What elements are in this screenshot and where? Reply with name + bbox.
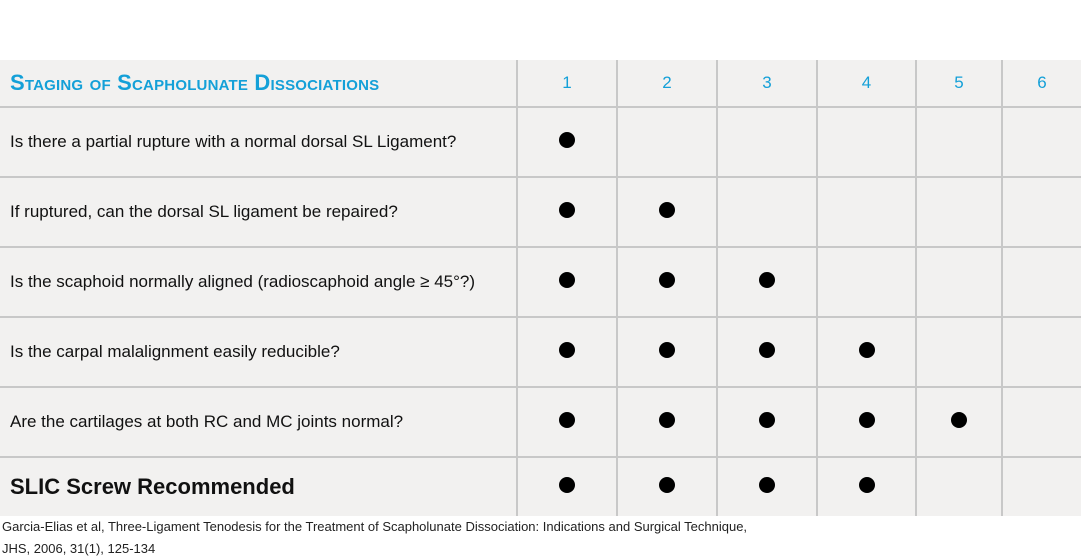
stage-mark-cell xyxy=(816,176,917,248)
recommendation-row: SLIC Screw Recommended xyxy=(0,456,1081,516)
stage-mark-cell xyxy=(915,106,1003,178)
stage-mark-cell xyxy=(816,386,917,458)
filled-dot-icon xyxy=(759,341,775,358)
table-title: Staging of Scapholunate Dissociations xyxy=(0,60,518,108)
filled-dot-icon xyxy=(759,411,775,428)
stage-mark-cell xyxy=(516,386,618,458)
table-row: Are the cartilages at both RC and MC joi… xyxy=(0,386,1081,458)
citation-line-1: Garcia-Elias et al, Three-Ligament Tenod… xyxy=(2,519,748,534)
filled-dot-icon xyxy=(858,411,875,428)
stage-mark-cell xyxy=(516,316,618,388)
stage-mark-cell xyxy=(616,106,718,178)
stage-mark-cell xyxy=(516,106,618,178)
filled-dot-icon xyxy=(858,476,875,493)
filled-dot-icon xyxy=(659,476,675,493)
stage-header: 6 xyxy=(1001,60,1081,108)
stage-mark-cell xyxy=(915,456,1003,516)
filled-dot-icon xyxy=(559,411,575,428)
filled-dot-icon xyxy=(559,131,575,148)
stage-header: 1 xyxy=(516,60,618,108)
stage-mark-cell xyxy=(716,106,818,178)
stage-header: 5 xyxy=(915,60,1003,108)
question-text: Is the scaphoid normally aligned (radios… xyxy=(0,246,518,318)
table-row: If ruptured, can the dorsal SL ligament … xyxy=(0,176,1081,248)
stage-header: 2 xyxy=(616,60,718,108)
filled-dot-icon xyxy=(759,271,775,288)
filled-dot-icon xyxy=(759,476,775,493)
filled-dot-icon xyxy=(559,341,575,358)
filled-dot-icon xyxy=(659,411,675,428)
table-row: Is there a partial rupture with a normal… xyxy=(0,106,1081,178)
stage-mark-cell xyxy=(516,176,618,248)
table-row: Is the scaphoid normally aligned (radios… xyxy=(0,246,1081,318)
stage-mark-cell xyxy=(1001,176,1081,248)
stage-mark-cell xyxy=(816,456,917,516)
stage-mark-cell xyxy=(1001,316,1081,388)
citation-line-2: JHS, 2006, 31(1), 125-134 xyxy=(2,541,156,556)
filled-dot-icon xyxy=(559,271,575,288)
stage-mark-cell xyxy=(616,176,718,248)
filled-dot-icon xyxy=(858,341,875,358)
stage-mark-cell xyxy=(915,176,1003,248)
stage-mark-cell xyxy=(716,316,818,388)
question-text: Is the carpal malalignment easily reduci… xyxy=(0,316,518,388)
stage-mark-cell xyxy=(915,246,1003,318)
stage-mark-cell xyxy=(716,176,818,248)
filled-dot-icon xyxy=(951,411,967,428)
table-header-row: Staging of Scapholunate Dissociations 1 … xyxy=(0,60,1081,108)
stage-mark-cell xyxy=(716,456,818,516)
stage-mark-cell xyxy=(816,106,917,178)
filled-dot-icon xyxy=(659,341,675,358)
stage-mark-cell xyxy=(1001,456,1081,516)
stage-mark-cell xyxy=(516,456,618,516)
stage-mark-cell xyxy=(516,246,618,318)
stage-mark-cell xyxy=(616,456,718,516)
stage-mark-cell xyxy=(1001,246,1081,318)
citation: Garcia-Elias et al, Three-Ligament Tenod… xyxy=(2,516,747,560)
question-text: Is there a partial rupture with a normal… xyxy=(0,106,518,178)
question-text: If ruptured, can the dorsal SL ligament … xyxy=(0,176,518,248)
stage-mark-cell xyxy=(915,316,1003,388)
recommendation-label: SLIC Screw Recommended xyxy=(0,456,518,516)
stage-mark-cell xyxy=(816,316,917,388)
stage-mark-cell xyxy=(716,386,818,458)
stage-header: 4 xyxy=(816,60,917,108)
stage-mark-cell xyxy=(1001,386,1081,458)
table-row: Is the carpal malalignment easily reduci… xyxy=(0,316,1081,388)
staging-table-container: Staging of Scapholunate Dissociations 1 … xyxy=(0,60,1081,516)
stage-mark-cell xyxy=(616,386,718,458)
stage-mark-cell xyxy=(816,246,917,318)
stage-header: 3 xyxy=(716,60,818,108)
stage-mark-cell xyxy=(716,246,818,318)
stage-mark-cell xyxy=(1001,106,1081,178)
staging-table: Staging of Scapholunate Dissociations 1 … xyxy=(0,60,1081,516)
filled-dot-icon xyxy=(659,271,675,288)
stage-mark-cell xyxy=(616,316,718,388)
stage-mark-cell xyxy=(616,246,718,318)
filled-dot-icon xyxy=(559,476,575,493)
stage-mark-cell xyxy=(915,386,1003,458)
filled-dot-icon xyxy=(659,201,675,218)
filled-dot-icon xyxy=(559,201,575,218)
question-text: Are the cartilages at both RC and MC joi… xyxy=(0,386,518,458)
